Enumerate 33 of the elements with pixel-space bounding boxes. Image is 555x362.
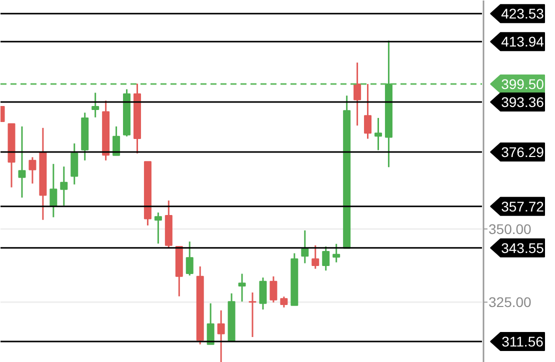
candlestick	[322, 246, 330, 272]
candlestick	[280, 296, 288, 308]
candlestick	[186, 240, 194, 276]
ref-line-label: 413.94	[501, 34, 544, 50]
candlestick	[312, 244, 320, 270]
candlestick	[301, 230, 309, 264]
ref-line-label: 423.53	[501, 6, 544, 22]
candlestick	[354, 62, 362, 126]
ref-line-label: 343.55	[501, 240, 544, 256]
candlestick	[50, 163, 58, 218]
candlestick	[70, 142, 78, 186]
candlestick	[112, 126, 120, 156]
y-tick-label: 350.00	[488, 220, 532, 237]
candlestick	[270, 276, 278, 304]
candlestick	[18, 126, 26, 198]
candlestick	[154, 212, 162, 244]
candlestick	[92, 92, 100, 118]
candlestick	[248, 292, 256, 338]
ref-line-label: 399.50	[501, 76, 544, 92]
y-tick-label: 325.00	[488, 294, 532, 310]
ref-line-label: 393.36	[501, 94, 544, 110]
ref-line-label: 376.29	[501, 144, 544, 160]
candlestick	[374, 117, 382, 151]
ref-line-label: 311.56	[502, 334, 544, 350]
candlestick	[259, 276, 267, 310]
candlestick	[238, 273, 246, 302]
ref-line-label: 357.72	[501, 198, 544, 214]
candlestick	[28, 156, 36, 184]
candlestick	[206, 302, 214, 346]
candlestick	[332, 243, 340, 264]
candlestick	[217, 310, 225, 362]
candlestick	[60, 166, 68, 206]
candlestick	[364, 83, 372, 140]
